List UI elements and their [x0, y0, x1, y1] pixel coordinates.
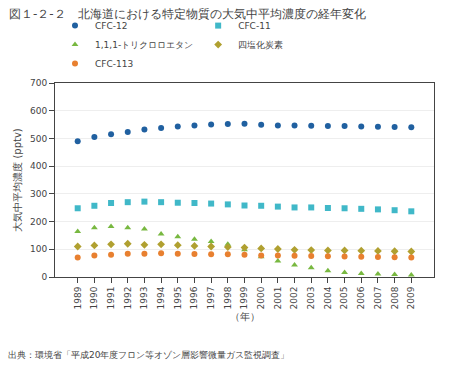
svg-text:400: 400: [30, 161, 47, 171]
svg-text:2005: 2005: [340, 287, 350, 310]
svg-text:2000: 2000: [256, 286, 266, 309]
svg-text:2004: 2004: [323, 286, 333, 309]
svg-text:1990: 1990: [89, 286, 99, 309]
svg-text:CFC-113: CFC-113: [95, 59, 133, 69]
svg-text:600: 600: [30, 106, 47, 116]
svg-text:200: 200: [30, 217, 47, 227]
svg-text:CFC-11: CFC-11: [238, 21, 270, 31]
svg-text:1992: 1992: [123, 287, 133, 310]
svg-text:大気中平均濃度 (pptv): 大気中平均濃度 (pptv): [12, 128, 23, 232]
svg-text:100: 100: [30, 244, 47, 254]
svg-text:2008: 2008: [390, 286, 400, 309]
svg-text:2009: 2009: [406, 286, 416, 309]
svg-text:（年）: （年）: [230, 311, 260, 322]
svg-text:1997: 1997: [206, 287, 216, 310]
svg-text:1993: 1993: [139, 287, 149, 310]
svg-text:CFC-12: CFC-12: [95, 21, 127, 31]
svg-text:500: 500: [30, 134, 47, 144]
svg-text:1995: 1995: [173, 287, 183, 310]
svg-text:1999: 1999: [239, 286, 249, 309]
svg-text:1,1,1-トリクロロエタン: 1,1,1-トリクロロエタン: [95, 40, 193, 50]
svg-text:700: 700: [30, 78, 47, 88]
svg-text:2003: 2003: [306, 287, 316, 310]
svg-text:2001: 2001: [273, 287, 283, 310]
svg-text:2002: 2002: [289, 287, 299, 310]
svg-text:300: 300: [30, 189, 47, 199]
svg-text:1994: 1994: [156, 286, 166, 309]
svg-text:2007: 2007: [373, 287, 383, 310]
svg-text:四塩化炭素: 四塩化炭素: [238, 40, 283, 50]
svg-text:1998: 1998: [223, 286, 233, 309]
svg-text:出典：環境省「平成20年度フロン等オゾン層影響微量ガス監視調: 出典：環境省「平成20年度フロン等オゾン層影響微量ガス監視調査」: [8, 350, 289, 360]
svg-text:1996: 1996: [189, 286, 199, 309]
svg-text:図１-２-２ 北海道における特定物質の大気中平均濃度の経年変: 図１-２-２ 北海道における特定物質の大気中平均濃度の経年変化: [9, 7, 366, 21]
svg-text:1991: 1991: [106, 287, 116, 310]
svg-text:0: 0: [41, 272, 47, 282]
svg-text:2006: 2006: [356, 286, 366, 309]
svg-text:1989: 1989: [73, 286, 83, 309]
